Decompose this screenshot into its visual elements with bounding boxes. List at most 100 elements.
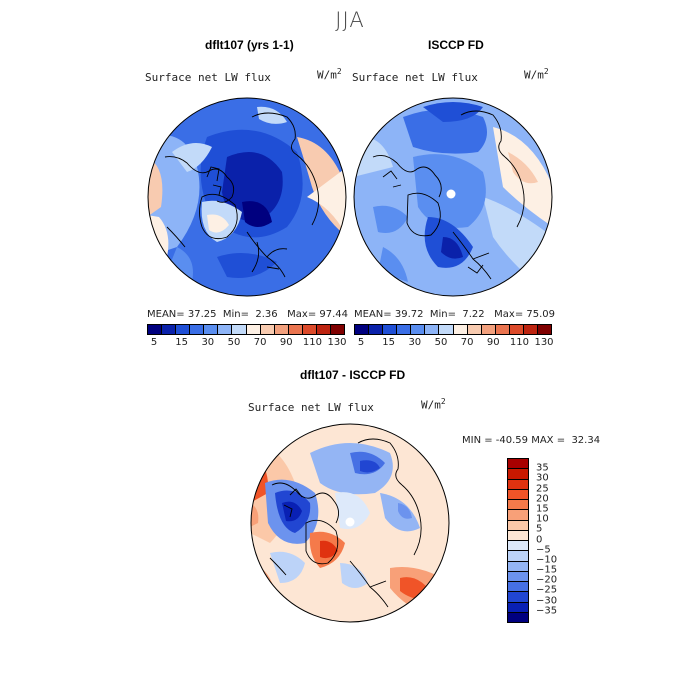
colorbar-tick-label: 50 xyxy=(434,337,448,348)
colorbar-tick-label: 90 xyxy=(279,337,293,348)
colorbar-tick-label: 30 xyxy=(536,472,549,484)
colorbar-swatch xyxy=(508,602,528,613)
panel2-mean-value: 39.72 xyxy=(394,309,424,320)
colorbar-swatch xyxy=(260,325,275,334)
colorbar-swatch xyxy=(425,325,440,334)
colorbar-swatch xyxy=(302,325,317,334)
panel1-field-label: Surface net LW flux xyxy=(145,71,271,84)
colorbar-swatch xyxy=(397,325,412,334)
colorbar-tick-label: −5 xyxy=(536,544,551,556)
colorbar-swatch xyxy=(508,612,528,622)
colorbar-tick-label: 50 xyxy=(227,337,241,348)
colorbar-swatch xyxy=(190,325,205,334)
colorbar-tick-label: 10 xyxy=(536,513,549,525)
colorbar-swatch xyxy=(288,325,303,334)
colorbar-tick-label: 130 xyxy=(534,337,554,348)
colorbar-swatch xyxy=(176,325,191,334)
colorbar-swatch xyxy=(204,325,219,334)
panel1-stats: MEAN= 37.25 Min= 2.36 Max= 97.44 xyxy=(147,309,348,320)
colorbar-tick-label: 0 xyxy=(536,534,543,545)
colorbar-swatch xyxy=(508,469,528,480)
colorbar-tick-label: 35 xyxy=(536,462,549,474)
diff-colorbar xyxy=(507,458,529,623)
colorbar-swatch xyxy=(508,520,528,531)
diff-range-text: MIN = -40.59 MAX = 32.34 xyxy=(462,435,601,446)
colorbar-swatch xyxy=(538,325,552,334)
colorbar-swatch xyxy=(481,325,496,334)
colorbar-swatch xyxy=(508,489,528,500)
colorbar-tick-label: −10 xyxy=(536,554,558,566)
colorbar-tick-label: 15 xyxy=(175,337,189,348)
panel2-title: ISCCP FD xyxy=(428,38,484,52)
colorbar-swatch xyxy=(232,325,247,334)
panel1-min-value: 2.36 xyxy=(255,309,278,320)
colorbar-swatch xyxy=(508,500,528,511)
colorbar-swatch xyxy=(331,325,345,334)
colorbar-swatch xyxy=(316,325,332,334)
colorbar-tick-label: 15 xyxy=(382,337,396,348)
colorbar-swatch xyxy=(246,325,261,334)
colorbar-tick-label: 20 xyxy=(536,493,549,505)
panel2-max-label: Max= xyxy=(494,309,524,320)
panel2-stats: MEAN= 39.72 Min= 7.22 Max= 75.09 xyxy=(354,309,555,320)
colorbar-swatch xyxy=(218,325,233,334)
diff-panel-units: W/m2 xyxy=(421,397,446,412)
colorbar-swatch xyxy=(508,459,528,470)
colorbar-swatch xyxy=(508,582,528,593)
colorbar-swatch xyxy=(508,541,528,552)
panel1-colorbar xyxy=(147,324,345,335)
colorbar-tick-label: 30 xyxy=(201,337,215,348)
colorbar-swatch xyxy=(148,325,163,334)
panel2-units: W/m2 xyxy=(524,67,549,82)
panel2-max-value: 75.09 xyxy=(526,309,556,320)
colorbar-swatch xyxy=(162,325,177,334)
panel2-colorbar xyxy=(354,324,552,335)
panel1-units: W/m2 xyxy=(317,67,342,82)
colorbar-tick-label: −15 xyxy=(536,564,558,576)
diff-panel-field-label: Surface net LW flux xyxy=(248,401,374,414)
colorbar-swatch xyxy=(274,325,289,334)
colorbar-swatch xyxy=(508,510,528,521)
colorbar-tick-label: 15 xyxy=(536,503,549,515)
colorbar-tick-label: 25 xyxy=(536,483,549,495)
colorbar-tick-label: 130 xyxy=(327,337,347,348)
panel1-colorbar-labels: 5 15 30 50 70 90 110 130 xyxy=(147,337,347,349)
colorbar-swatch xyxy=(523,325,539,334)
colorbar-tick-label: −20 xyxy=(536,574,558,586)
colorbar-tick-label: −35 xyxy=(536,605,558,617)
colorbar-swatch xyxy=(467,325,482,334)
panel1-polar-map xyxy=(147,97,347,297)
panel1-min-label: Min= xyxy=(222,309,249,320)
colorbar-swatch xyxy=(508,551,528,562)
colorbar-tick-label: −25 xyxy=(536,584,558,596)
colorbar-tick-label: 5 xyxy=(357,337,365,348)
panel1-max-label: Max= xyxy=(287,309,317,320)
figure-title: JJA xyxy=(335,8,365,32)
colorbar-swatch xyxy=(495,325,510,334)
colorbar-swatch xyxy=(355,325,370,334)
diff-polar-map xyxy=(250,423,450,623)
colorbar-tick-label: −30 xyxy=(536,595,558,607)
colorbar-tick-label: 5 xyxy=(150,337,158,348)
panel2-min-label: Min= xyxy=(429,309,456,320)
colorbar-swatch xyxy=(439,325,454,334)
diff-panel-title: dflt107 - ISCCP FD xyxy=(300,368,406,382)
panel2-min-value: 7.22 xyxy=(462,309,485,320)
panel1-mean-value: 37.25 xyxy=(187,309,217,320)
colorbar-tick-label: 70 xyxy=(460,337,474,348)
colorbar-tick-label: 110 xyxy=(302,337,323,348)
panel2-mean-label: MEAN= xyxy=(354,309,392,320)
colorbar-tick-label: 30 xyxy=(408,337,422,348)
colorbar-swatch xyxy=(453,325,468,334)
panel2-polar-map xyxy=(353,97,553,297)
panel1-mean-label: MEAN= xyxy=(147,309,185,320)
colorbar-tick-label: 70 xyxy=(253,337,267,348)
colorbar-swatch xyxy=(411,325,426,334)
colorbar-swatch xyxy=(508,592,528,603)
colorbar-swatch xyxy=(508,479,528,490)
panel1-max-value: 97.44 xyxy=(319,309,349,320)
colorbar-tick-label: 5 xyxy=(536,523,543,535)
panel2-colorbar-labels: 5 15 30 50 70 90 110 130 xyxy=(354,337,554,349)
colorbar-swatch xyxy=(508,561,528,572)
colorbar-swatch xyxy=(508,530,528,541)
